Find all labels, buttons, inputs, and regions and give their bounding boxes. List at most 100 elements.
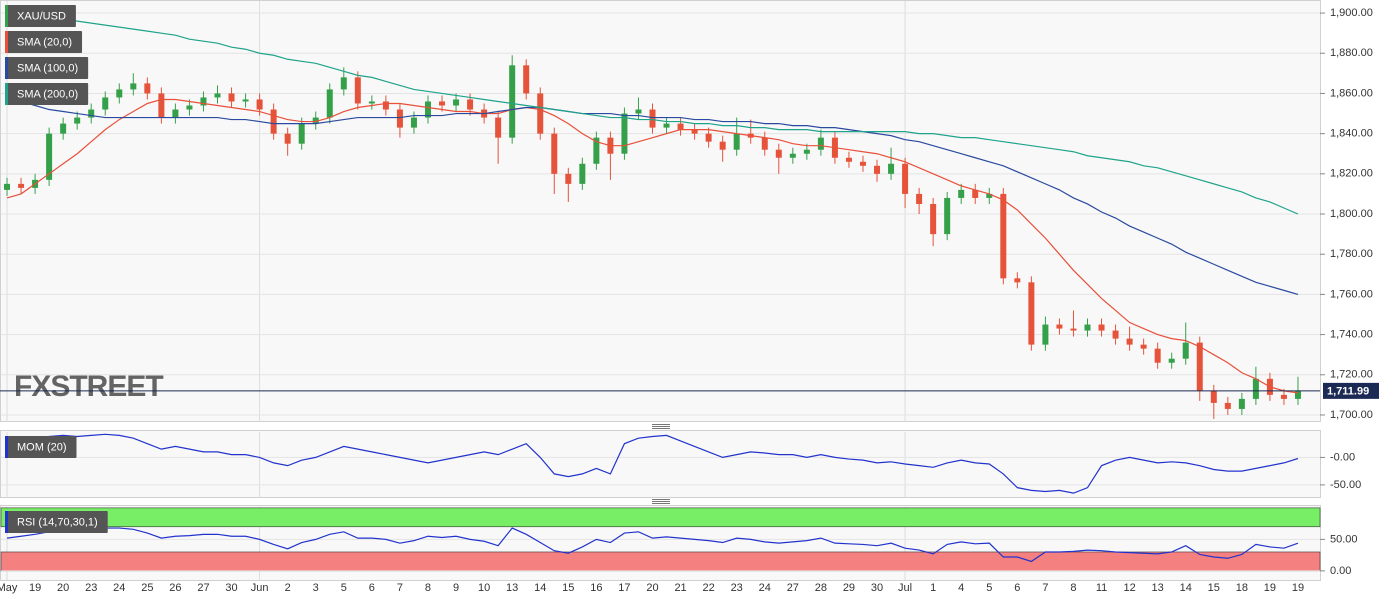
x-tick-label: 5 [341, 582, 347, 594]
x-tick-label: 6 [1014, 582, 1020, 594]
candle-body [186, 105, 193, 110]
y-tick-label: 50.00 [1330, 533, 1358, 545]
candle-body [509, 65, 516, 138]
candle-body [1056, 324, 1063, 329]
candle-body [579, 163, 586, 184]
legend-swatch [5, 5, 8, 27]
x-tick-label: 7 [1042, 582, 1048, 594]
candle-body [1154, 348, 1161, 363]
x-tick-label: 19 [29, 582, 41, 594]
series-line [6, 98, 1299, 394]
y-tick-label: -50.00 [1330, 479, 1361, 491]
candle-body [705, 133, 712, 142]
x-tick-label: 14 [534, 582, 546, 594]
legend-box [5, 436, 77, 458]
candle-body [551, 133, 558, 174]
candle-body [1028, 282, 1035, 345]
legend-swatch [5, 31, 8, 53]
candle-body [691, 129, 698, 134]
legend-box [5, 57, 89, 79]
candle-body [565, 173, 572, 184]
legend-box [5, 511, 108, 533]
last-price-box [1323, 382, 1379, 399]
candle-body [382, 101, 389, 110]
candle-body [537, 93, 544, 134]
x-tick-label: 13 [1152, 582, 1164, 594]
candle-body [1084, 324, 1091, 331]
x-tick-label: Jul [898, 582, 912, 594]
candle-body [621, 113, 628, 154]
candle-body [761, 137, 768, 150]
y-tick-label: 1,700.00 [1330, 409, 1373, 421]
candle-body [214, 93, 221, 98]
candle-body [326, 89, 333, 118]
candle-body [256, 99, 263, 110]
legend-swatch [5, 83, 8, 105]
zone-band [0, 551, 1321, 572]
x-tick-label: 20 [646, 582, 658, 594]
candle-body [1196, 342, 1203, 391]
series-line [6, 527, 1299, 563]
legend-box [5, 5, 76, 27]
x-tick-label: 28 [815, 582, 827, 594]
y-tick-label: 1,820.00 [1330, 168, 1373, 180]
x-tick-label: 17 [618, 582, 630, 594]
y-tick-label: 1,780.00 [1330, 248, 1373, 260]
x-tick-label: 29 [843, 582, 855, 594]
candle-body [593, 137, 600, 164]
legend-label: SMA (200,0) [17, 88, 78, 100]
x-tick-label: 23 [731, 582, 743, 594]
legend-swatch [5, 436, 8, 458]
candle-body [677, 123, 684, 130]
legend-box [5, 83, 89, 105]
candle-body [719, 141, 726, 150]
candle-body [930, 203, 937, 235]
x-tick-label: 14 [1180, 582, 1192, 594]
candle-body [874, 165, 881, 174]
x-tick-label: 2 [285, 582, 291, 594]
candle-body [1210, 390, 1217, 403]
candle-body [74, 117, 81, 124]
candle-body [1224, 402, 1231, 409]
candle-body [888, 163, 895, 174]
last-price-label: 1,711.99 [1327, 385, 1369, 397]
candle-body [116, 89, 123, 98]
x-tick-label: 27 [197, 582, 209, 594]
candle-body [298, 123, 305, 144]
x-tick-label: 30 [871, 582, 883, 594]
y-tick-label: 0.00 [1330, 565, 1351, 577]
candle-body [354, 77, 361, 104]
candle-body [1112, 330, 1119, 339]
candle-body [439, 101, 446, 106]
x-tick-label: 22 [703, 582, 715, 594]
x-tick-label: 27 [787, 582, 799, 594]
legend-box [5, 31, 83, 53]
candle-body [1182, 342, 1189, 359]
candle-body [424, 101, 431, 118]
x-tick-label: 15 [562, 582, 574, 594]
candle-body [1294, 390, 1301, 399]
candle-body [18, 183, 25, 188]
mom-panel [0, 430, 1321, 498]
x-tick-label: 1 [930, 582, 936, 594]
x-tick-label: 4 [958, 582, 964, 594]
y-tick-label: -0.00 [1330, 451, 1355, 463]
x-tick-label: May [0, 582, 18, 594]
candle-body [775, 149, 782, 158]
x-tick-label: 30 [225, 582, 237, 594]
candle-body [495, 117, 502, 138]
candle-body [1280, 394, 1287, 399]
candle-body [1098, 324, 1105, 331]
candle-body [1070, 328, 1077, 331]
candle-body [4, 183, 11, 190]
candle-body [859, 161, 866, 166]
candle-body [284, 133, 291, 144]
candle-body [88, 109, 95, 118]
x-tick-label: 9 [453, 582, 459, 594]
candle-body [1000, 193, 1007, 279]
legend-swatch [5, 511, 8, 533]
x-tick-label: 23 [85, 582, 97, 594]
x-tick-label: 18 [1236, 582, 1248, 594]
candle-body [467, 99, 474, 110]
candle-body [1140, 344, 1147, 349]
